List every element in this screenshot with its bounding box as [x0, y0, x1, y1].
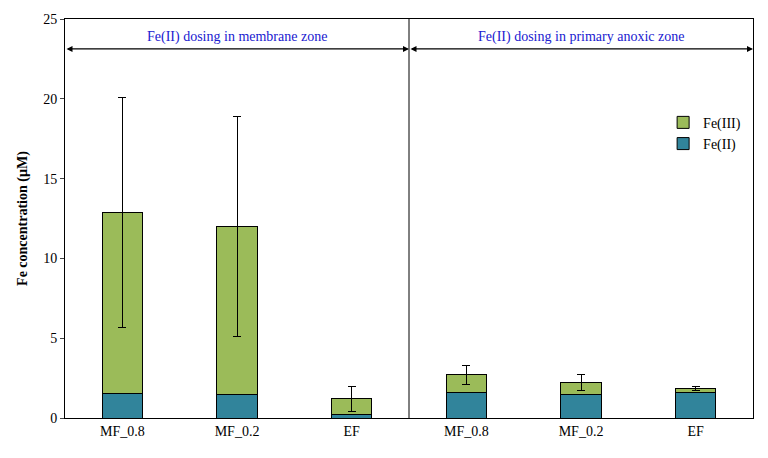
svg-text:MF_0.2: MF_0.2: [559, 424, 604, 439]
svg-text:20: 20: [43, 92, 57, 107]
svg-text:Fe(II): Fe(II): [703, 137, 736, 153]
svg-text:MF_0.2: MF_0.2: [215, 424, 260, 439]
svg-text:0: 0: [50, 411, 57, 426]
svg-text:Fe(II) dosing in primary anoxi: Fe(II) dosing in primary anoxic zone: [478, 29, 684, 45]
svg-text:Fe(III): Fe(III): [703, 116, 741, 132]
svg-text:5: 5: [50, 331, 57, 346]
svg-text:Fe(II) dosing in membrane zone: Fe(II) dosing in membrane zone: [147, 29, 327, 45]
svg-text:EF: EF: [343, 424, 360, 439]
svg-text:EF: EF: [687, 424, 704, 439]
svg-text:MF_0.8: MF_0.8: [444, 424, 489, 439]
svg-text:MF_0.8: MF_0.8: [100, 424, 145, 439]
svg-text:10: 10: [43, 251, 57, 266]
svg-text:Fe concentration (µM): Fe concentration (µM): [15, 151, 31, 286]
svg-text:15: 15: [43, 172, 57, 187]
svg-text:25: 25: [43, 12, 57, 27]
